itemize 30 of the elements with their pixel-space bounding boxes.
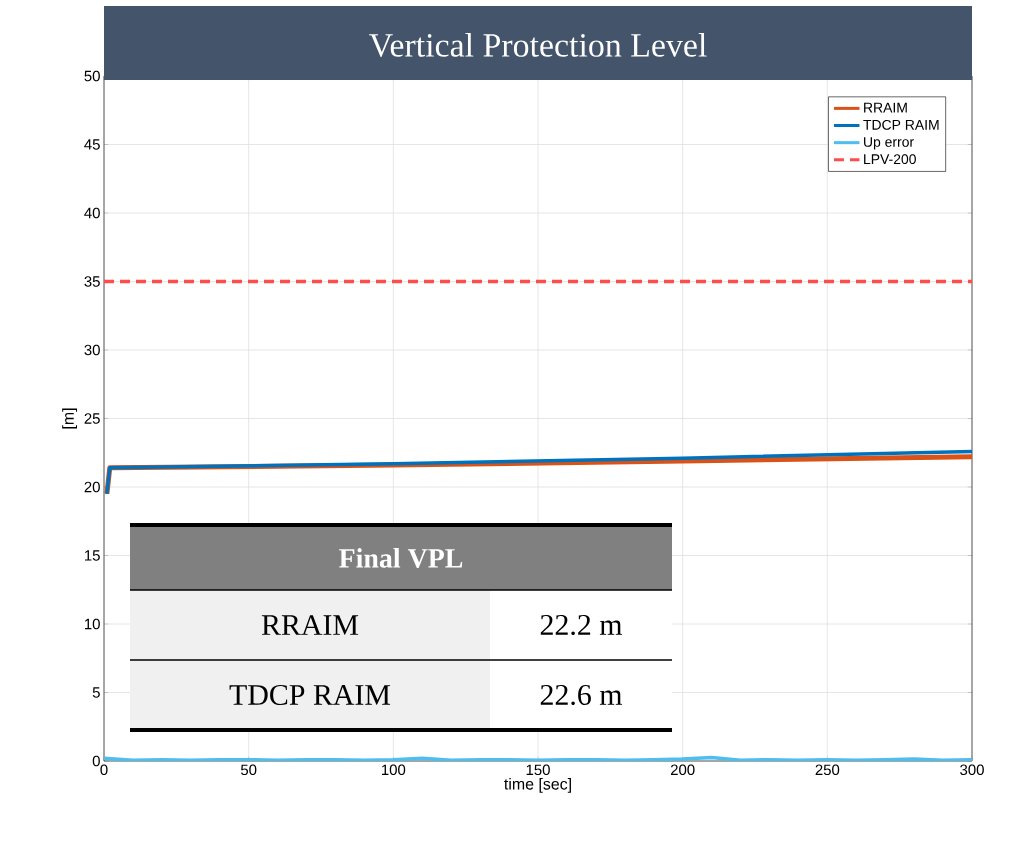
annotation: TDCP RAIM <box>229 684 391 706</box>
annotation: Final VPL <box>339 548 463 568</box>
y-tick-label: 0 <box>92 755 100 767</box>
legend-label: LPV-200 <box>864 154 916 165</box>
y-tick-label: 50 <box>84 70 100 82</box>
annotation: 22.6 m <box>540 684 623 706</box>
x-tick-label: 100 <box>382 764 406 776</box>
y-tick-label: 25 <box>84 413 100 424</box>
y-tick-label: 5 <box>92 687 100 698</box>
x-tick-label: 250 <box>815 764 840 776</box>
y-tick-label: 20 <box>84 481 100 493</box>
y-tick-label: 40 <box>84 207 100 219</box>
y-axis-title: [m] <box>62 408 78 429</box>
y-tick-label: 30 <box>84 344 100 356</box>
y-tick-label: 15 <box>85 550 100 561</box>
x-tick-label: 50 <box>240 764 257 776</box>
legend-label: TDCP RAIM <box>863 119 939 130</box>
annotation: RRAIM <box>261 615 359 635</box>
y-tick-label: 10 <box>85 618 100 630</box>
x-tick-label: 0 <box>100 764 108 776</box>
annotation: 22.2 m <box>540 614 623 636</box>
legend-label: RRAIM <box>864 102 907 113</box>
y-tick-label: 45 <box>84 139 100 150</box>
chart-title: Vertical Protection Level <box>369 32 707 58</box>
x-axis-title: time [sec] <box>504 777 571 793</box>
x-tick-label: 200 <box>670 764 695 776</box>
y-tick-label: 35 <box>84 276 100 287</box>
legend-label: Up error <box>864 137 914 150</box>
x-tick-label: 300 <box>960 764 984 776</box>
x-tick-label: 150 <box>526 764 550 776</box>
